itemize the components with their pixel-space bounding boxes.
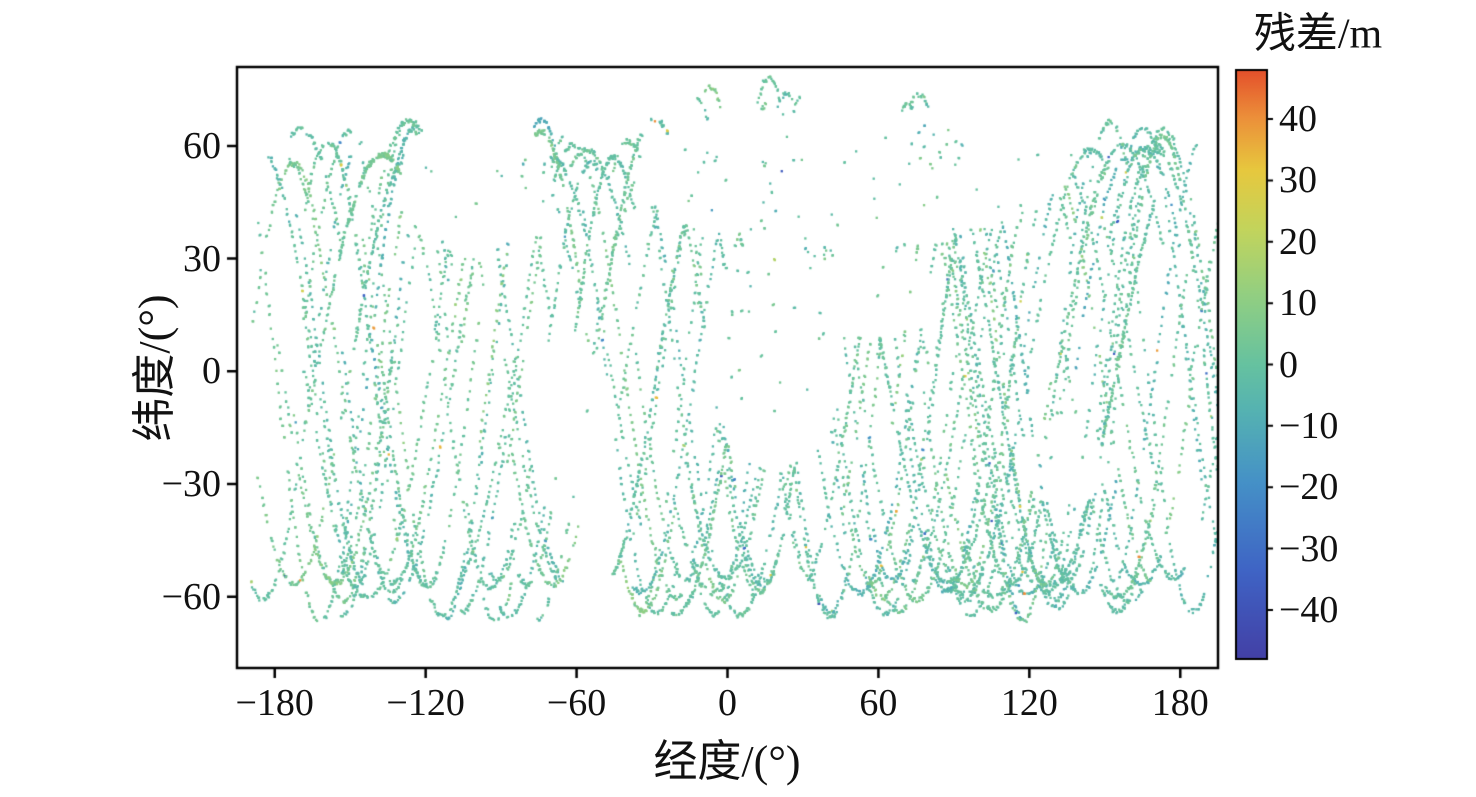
x-tick-label: 180 xyxy=(1151,682,1209,724)
colorbar-tick-label: 30 xyxy=(1279,159,1317,202)
x-tick-label: −180 xyxy=(235,682,314,724)
x-tick-label: −120 xyxy=(386,682,465,724)
y-tick-label: −60 xyxy=(161,575,221,618)
y-tick-label: 60 xyxy=(183,124,221,167)
x-tick-label: 60 xyxy=(859,682,898,724)
x-tick-label: −60 xyxy=(546,682,607,724)
colorbar-tick-label: −40 xyxy=(1279,588,1339,631)
x-axis-label: 经度/(°) xyxy=(653,737,801,786)
y-axis-label: 纬度/(°) xyxy=(130,294,179,442)
colorbar-tick-label: 40 xyxy=(1279,98,1317,141)
x-tick-label: 0 xyxy=(718,682,737,724)
y-tick-label: 0 xyxy=(202,350,221,393)
colorbar-tick-label: 20 xyxy=(1279,220,1317,263)
x-tick-label: 120 xyxy=(1000,682,1058,724)
colorbar-tick-label: 10 xyxy=(1279,282,1317,325)
colorbar-tick-label: 0 xyxy=(1279,343,1298,386)
y-tick-label: −30 xyxy=(161,462,221,505)
colorbar-label: 残差/m xyxy=(1253,11,1383,58)
colorbar-tick-label: −20 xyxy=(1279,466,1339,509)
colorbar-tick-label: −30 xyxy=(1279,527,1339,570)
colorbar-tick-label: −10 xyxy=(1279,404,1339,447)
y-tick-label: 30 xyxy=(183,237,221,280)
